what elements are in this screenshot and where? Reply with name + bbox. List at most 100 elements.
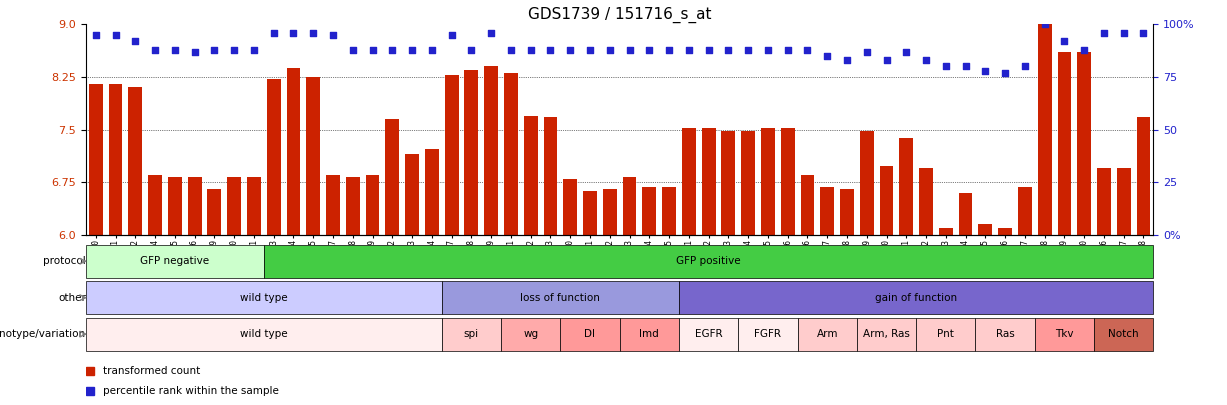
- FancyBboxPatch shape: [86, 318, 442, 351]
- Point: [125, 38, 145, 45]
- Text: GFP negative: GFP negative: [140, 256, 210, 266]
- Bar: [148, 175, 162, 235]
- Point: [106, 32, 125, 38]
- Bar: [1058, 52, 1071, 235]
- Point: [383, 46, 402, 53]
- Text: loss of function: loss of function: [520, 293, 600, 303]
- Point: [876, 57, 896, 63]
- Bar: [287, 68, 301, 235]
- Bar: [88, 84, 103, 235]
- Bar: [1117, 168, 1130, 235]
- Point: [758, 46, 778, 53]
- Bar: [919, 168, 933, 235]
- Point: [995, 70, 1015, 76]
- Bar: [405, 154, 418, 235]
- Point: [461, 46, 481, 53]
- FancyBboxPatch shape: [917, 318, 975, 351]
- Text: GFP positive: GFP positive: [676, 256, 741, 266]
- Bar: [780, 128, 795, 235]
- Text: EGFR: EGFR: [694, 329, 723, 339]
- FancyBboxPatch shape: [442, 281, 679, 314]
- Bar: [840, 189, 854, 235]
- Point: [303, 30, 323, 36]
- Bar: [880, 166, 893, 235]
- Point: [975, 67, 995, 74]
- FancyBboxPatch shape: [561, 318, 620, 351]
- Point: [501, 46, 520, 53]
- Text: Ras: Ras: [996, 329, 1015, 339]
- FancyBboxPatch shape: [679, 281, 1153, 314]
- Text: gain of function: gain of function: [875, 293, 957, 303]
- Bar: [168, 177, 182, 235]
- Text: Arm, Ras: Arm, Ras: [863, 329, 910, 339]
- Point: [205, 46, 225, 53]
- Point: [679, 46, 698, 53]
- Bar: [800, 175, 815, 235]
- Point: [363, 46, 383, 53]
- Point: [561, 46, 580, 53]
- Bar: [939, 228, 952, 235]
- Bar: [860, 131, 874, 235]
- FancyBboxPatch shape: [264, 245, 1153, 278]
- Text: wg: wg: [523, 329, 539, 339]
- Bar: [1097, 168, 1110, 235]
- Bar: [444, 75, 459, 235]
- Point: [620, 46, 639, 53]
- Bar: [485, 66, 498, 235]
- Bar: [366, 175, 379, 235]
- Bar: [663, 187, 676, 235]
- Text: wild type: wild type: [240, 329, 287, 339]
- Text: Dl: Dl: [584, 329, 595, 339]
- Point: [659, 46, 679, 53]
- Bar: [207, 189, 221, 235]
- Bar: [247, 177, 261, 235]
- Text: genotype/variation: genotype/variation: [0, 329, 86, 339]
- FancyBboxPatch shape: [739, 318, 798, 351]
- Text: protocol: protocol: [43, 256, 86, 266]
- Point: [422, 46, 442, 53]
- Point: [956, 63, 975, 70]
- Text: Arm: Arm: [816, 329, 838, 339]
- Bar: [821, 187, 834, 235]
- Bar: [504, 73, 518, 235]
- Point: [698, 46, 718, 53]
- Point: [1114, 30, 1134, 36]
- Bar: [346, 177, 360, 235]
- Bar: [643, 187, 656, 235]
- FancyBboxPatch shape: [975, 318, 1034, 351]
- Text: FGFR: FGFR: [755, 329, 782, 339]
- Point: [1054, 38, 1074, 45]
- Point: [600, 46, 620, 53]
- FancyBboxPatch shape: [1094, 318, 1153, 351]
- FancyBboxPatch shape: [501, 318, 561, 351]
- Text: other: other: [58, 293, 86, 303]
- Point: [520, 46, 540, 53]
- Point: [719, 46, 739, 53]
- Point: [541, 46, 561, 53]
- Text: spi: spi: [464, 329, 479, 339]
- Point: [1134, 30, 1153, 36]
- Bar: [385, 119, 399, 235]
- Point: [917, 57, 936, 63]
- Point: [244, 46, 264, 53]
- Bar: [1136, 117, 1151, 235]
- Bar: [899, 138, 913, 235]
- Text: Notch: Notch: [1108, 329, 1139, 339]
- Bar: [602, 189, 617, 235]
- Point: [1075, 46, 1094, 53]
- Point: [86, 32, 106, 38]
- Bar: [188, 177, 201, 235]
- Point: [442, 32, 461, 38]
- Bar: [129, 87, 142, 235]
- Point: [225, 46, 244, 53]
- Bar: [978, 224, 993, 235]
- Bar: [741, 131, 755, 235]
- Point: [936, 63, 956, 70]
- Text: Tkv: Tkv: [1055, 329, 1074, 339]
- Point: [185, 49, 205, 55]
- Bar: [524, 115, 537, 235]
- Bar: [109, 84, 123, 235]
- Bar: [227, 177, 240, 235]
- Bar: [583, 191, 596, 235]
- FancyBboxPatch shape: [856, 318, 917, 351]
